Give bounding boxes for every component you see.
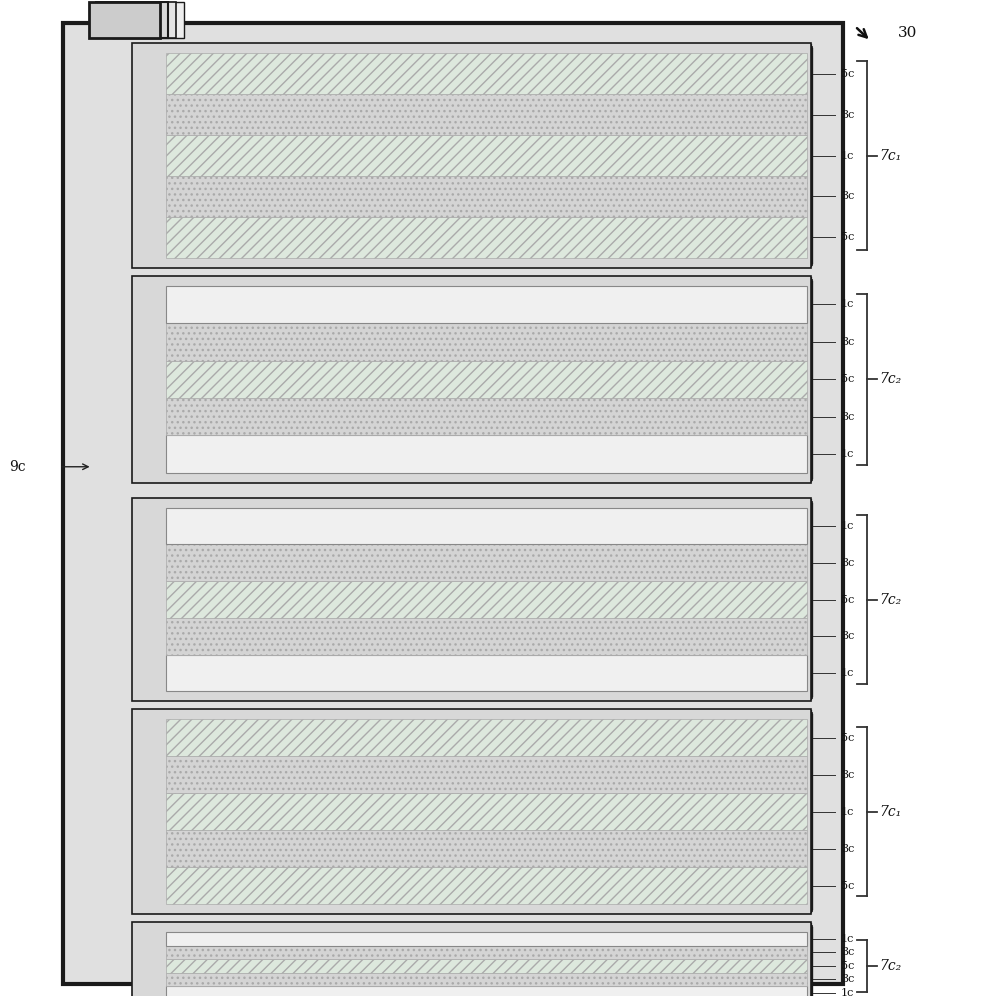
Text: 7c₂: 7c₂ — [880, 593, 902, 607]
Bar — [166, 398, 807, 435]
Bar — [166, 932, 807, 946]
Text: 1c: 1c — [841, 299, 854, 309]
Bar — [162, 715, 811, 908]
Bar — [166, 94, 807, 135]
Bar — [166, 544, 807, 581]
Bar — [166, 286, 807, 323]
Bar — [71, 29, 838, 978]
Bar — [104, 2, 176, 38]
Bar — [166, 719, 807, 756]
Bar — [142, 711, 811, 912]
Bar — [166, 986, 807, 1000]
Text: 5c: 5c — [841, 232, 854, 242]
Bar — [162, 928, 811, 1000]
Text: 5c: 5c — [841, 733, 854, 743]
Bar — [166, 946, 807, 959]
Bar — [162, 282, 811, 477]
Text: 1c: 1c — [841, 449, 854, 459]
Bar — [166, 217, 807, 258]
Text: 5c: 5c — [841, 881, 854, 891]
Text: 1c: 1c — [841, 521, 854, 531]
Bar — [166, 53, 807, 94]
Bar — [96, 2, 168, 38]
Text: 7c₁: 7c₁ — [880, 805, 902, 819]
Text: 3c: 3c — [841, 337, 854, 347]
Bar — [166, 618, 807, 655]
Bar — [166, 176, 807, 217]
Bar — [152, 713, 811, 910]
Bar — [132, 709, 811, 914]
Bar — [88, 2, 160, 38]
Bar — [78, 35, 833, 972]
Text: 1c: 1c — [841, 807, 854, 817]
Text: 5c: 5c — [841, 961, 854, 971]
Text: 5c: 5c — [841, 595, 854, 605]
Bar — [86, 41, 828, 966]
Text: 5c: 5c — [841, 374, 854, 384]
Bar — [142, 924, 811, 1000]
Bar — [152, 502, 811, 697]
Bar — [132, 922, 811, 1000]
Bar — [152, 926, 811, 1000]
Bar — [132, 43, 811, 268]
Bar — [132, 276, 811, 483]
Text: 7c₂: 7c₂ — [880, 959, 902, 973]
Text: 3c: 3c — [841, 947, 854, 957]
Bar — [166, 323, 807, 361]
Text: 1c: 1c — [841, 668, 854, 678]
Text: 3c: 3c — [841, 191, 854, 201]
Bar — [166, 361, 807, 398]
Text: 7c₂: 7c₂ — [880, 372, 902, 386]
Text: 5c: 5c — [841, 69, 854, 79]
Text: 3c: 3c — [841, 631, 854, 641]
Bar — [166, 830, 807, 867]
Bar — [166, 973, 807, 986]
Bar — [166, 435, 807, 473]
Text: 1c: 1c — [841, 988, 854, 998]
Text: 3c: 3c — [841, 844, 854, 854]
Bar — [166, 581, 807, 618]
Bar — [166, 135, 807, 176]
Bar — [166, 655, 807, 691]
Text: 7c₁: 7c₁ — [880, 149, 902, 163]
Text: 30: 30 — [898, 26, 917, 40]
Bar — [142, 278, 811, 481]
Bar — [132, 498, 811, 701]
Bar — [112, 2, 184, 38]
Text: 3c: 3c — [841, 558, 854, 568]
Bar — [166, 793, 807, 830]
Text: 1c: 1c — [841, 934, 854, 944]
Bar — [142, 45, 811, 266]
Bar — [166, 756, 807, 793]
Text: 9c: 9c — [9, 460, 26, 474]
Bar — [152, 280, 811, 479]
Text: 3c: 3c — [841, 110, 854, 120]
Text: 3c: 3c — [841, 974, 854, 984]
Bar — [166, 959, 807, 973]
Bar — [162, 49, 811, 262]
Bar — [166, 508, 807, 544]
Text: 3c: 3c — [841, 770, 854, 780]
Text: 3c: 3c — [841, 412, 854, 422]
Text: 1c: 1c — [841, 151, 854, 161]
Bar — [152, 47, 811, 264]
Bar — [162, 504, 811, 695]
Bar — [63, 23, 843, 984]
Bar — [166, 867, 807, 904]
Bar — [142, 500, 811, 699]
